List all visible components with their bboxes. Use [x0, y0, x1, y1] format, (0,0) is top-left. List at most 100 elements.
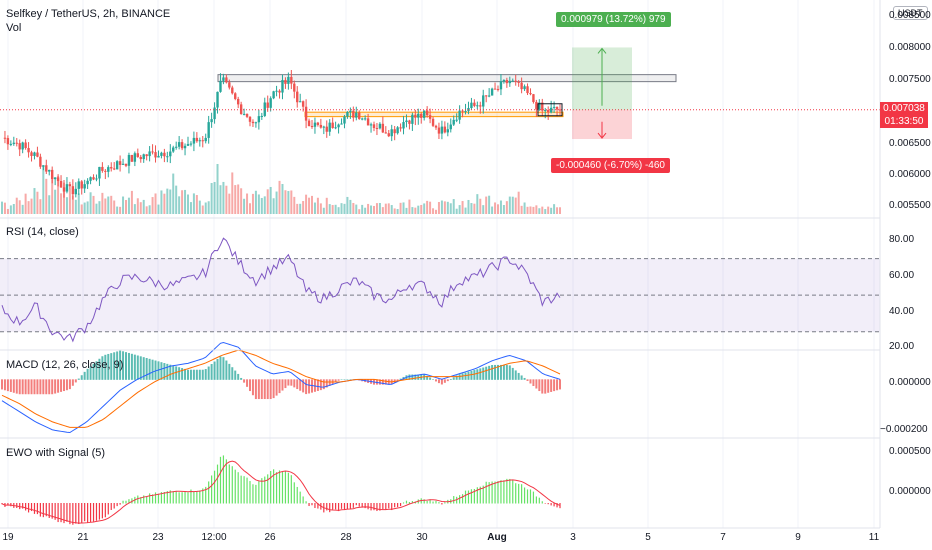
volume-bar [101, 192, 104, 214]
macd-hist-bar [45, 379, 48, 395]
ewo-label[interactable]: EWO with Signal (5) [6, 447, 106, 459]
volume-bar [352, 203, 355, 214]
candle-body [340, 123, 343, 125]
candle-body [9, 143, 13, 145]
volume-bar [12, 204, 15, 214]
candle-body [417, 113, 420, 118]
volume-bar [201, 205, 204, 214]
candle-body [195, 137, 199, 142]
ewo-bar [470, 489, 473, 504]
volume-bar [169, 189, 172, 214]
volume-bar [358, 209, 361, 214]
candle-body [236, 98, 240, 105]
ewo-bar [219, 456, 222, 504]
volume-bar [508, 196, 511, 214]
volume-bar [505, 201, 508, 214]
candle-body [101, 166, 104, 171]
volume-bar [113, 200, 116, 214]
macd-hist-bar [145, 358, 148, 380]
rsi-label[interactable]: RSI (14, close) [6, 226, 79, 238]
macd-hist-bar [260, 379, 263, 400]
candle-body [172, 147, 175, 152]
ewo-bar [63, 503, 65, 524]
volume-bar [364, 207, 367, 214]
target-badge[interactable]: 0.000979 (13.72%) 979 [556, 12, 671, 27]
macd-hist-bar [104, 354, 107, 380]
candle-body [328, 122, 331, 132]
volume-bar [523, 202, 526, 214]
ewo-bar [234, 469, 236, 504]
macd-hist-bar [65, 379, 68, 391]
volume-bar [251, 193, 254, 214]
macd-hist-bar [523, 377, 526, 380]
volume-bar [39, 199, 42, 214]
volume-bar [319, 203, 322, 214]
macd-hist-bar [192, 369, 195, 380]
ewo-bar [503, 480, 505, 504]
volume-bar [423, 203, 426, 214]
ewo-bar [178, 492, 180, 504]
candle-body [505, 79, 509, 84]
ewo-bar [95, 503, 98, 521]
volume-bar [86, 201, 89, 214]
volume-bar [204, 202, 207, 214]
macd-hist-bar [172, 365, 175, 380]
volume-bar [426, 200, 429, 214]
volume-bar [520, 205, 523, 214]
macd-hist-bar [231, 367, 234, 380]
volume-bar [384, 203, 387, 214]
volume-bar [1, 201, 3, 214]
volume-label[interactable]: Vol [6, 22, 22, 34]
ewo-bar [211, 475, 213, 504]
ewo-bar [556, 503, 558, 508]
macd-hist-bar [550, 379, 553, 392]
ewo-bar [340, 503, 343, 509]
ewo-bar [518, 483, 520, 504]
macd-hist-bar [443, 379, 446, 383]
candle-body [511, 80, 514, 82]
macd-hist-bar [57, 379, 60, 393]
macd-hist-bar [86, 368, 89, 380]
stop-badge[interactable]: -0.000460 (-6.70%) -460 [551, 158, 670, 173]
macd-hist-bar [485, 366, 488, 380]
macd-hist-bar [204, 369, 207, 380]
volume-bar [166, 188, 169, 214]
macd-label[interactable]: MACD (12, 26, close, 9) [6, 359, 124, 371]
pane-separators [0, 0, 881, 529]
ewo-bar [423, 499, 425, 504]
ewo-bar [299, 491, 301, 504]
volume-bar [544, 209, 547, 214]
ewo-bar [388, 503, 390, 509]
currency-button[interactable]: USDT [893, 6, 928, 20]
candle-body [319, 124, 323, 128]
candle-body [189, 143, 193, 145]
candle-body [18, 143, 21, 150]
volume-bar [107, 196, 110, 214]
macd-hist-bar [240, 377, 243, 380]
ewo-bar [119, 503, 121, 505]
volume-bar [502, 205, 505, 214]
ewo-bar [479, 486, 481, 504]
candle-body [343, 116, 346, 124]
macd-tick: 0.000000 [889, 377, 931, 388]
candle-body [127, 154, 131, 166]
macd-hist-bar [201, 369, 204, 380]
candle-body [239, 104, 243, 114]
volume-bar [210, 183, 213, 214]
volume-bar [181, 190, 184, 214]
candle-body [198, 140, 202, 142]
symbol-title[interactable]: Selfkey / TetherUS, 2h, BINANCE [6, 8, 171, 20]
candle-body [50, 169, 54, 180]
volume-bar [139, 202, 142, 214]
volume-bar [491, 206, 494, 214]
ewo-bar [137, 495, 139, 504]
ewo-bar [476, 487, 478, 504]
macd-hist-bar [556, 379, 559, 391]
candle-body [552, 106, 556, 108]
macd-hist-bar [207, 366, 210, 380]
macd-hist-bar [160, 362, 163, 380]
volume-bar [322, 207, 325, 214]
candle-body [269, 98, 272, 108]
macd-hist-bar [36, 379, 39, 395]
